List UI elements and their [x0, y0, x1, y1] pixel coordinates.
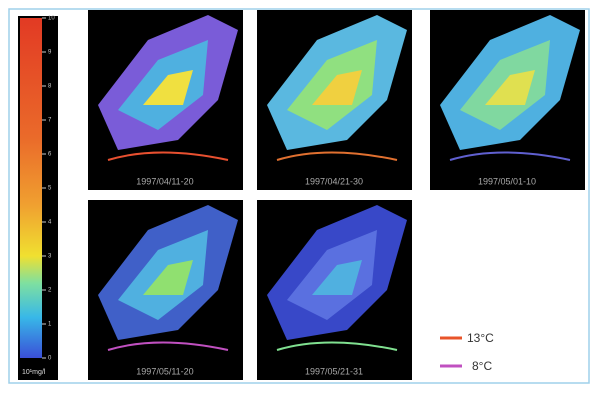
panel-date: 1997/05/21-31	[305, 366, 363, 376]
legend-label: 8°C	[472, 359, 492, 373]
panel-date: 1997/04/21-30	[305, 176, 363, 186]
panel-date: 1997/04/11-20	[136, 176, 193, 186]
panel-date: 1997/05/01-10	[478, 176, 536, 186]
colorbar	[20, 18, 42, 358]
page: 10¹mg/l 13°C 8°C 0123456789101997/04/11-…	[0, 0, 605, 399]
legend-label: 13°C	[467, 331, 494, 345]
colorbar-unit: 10¹mg/l	[22, 369, 46, 376]
tick-label: 10	[48, 16, 55, 22]
figure: 10¹mg/l 13°C 8°C 0123456789101997/04/11-…	[0, 0, 605, 394]
panel-date: 1997/05/11-20	[136, 366, 193, 376]
